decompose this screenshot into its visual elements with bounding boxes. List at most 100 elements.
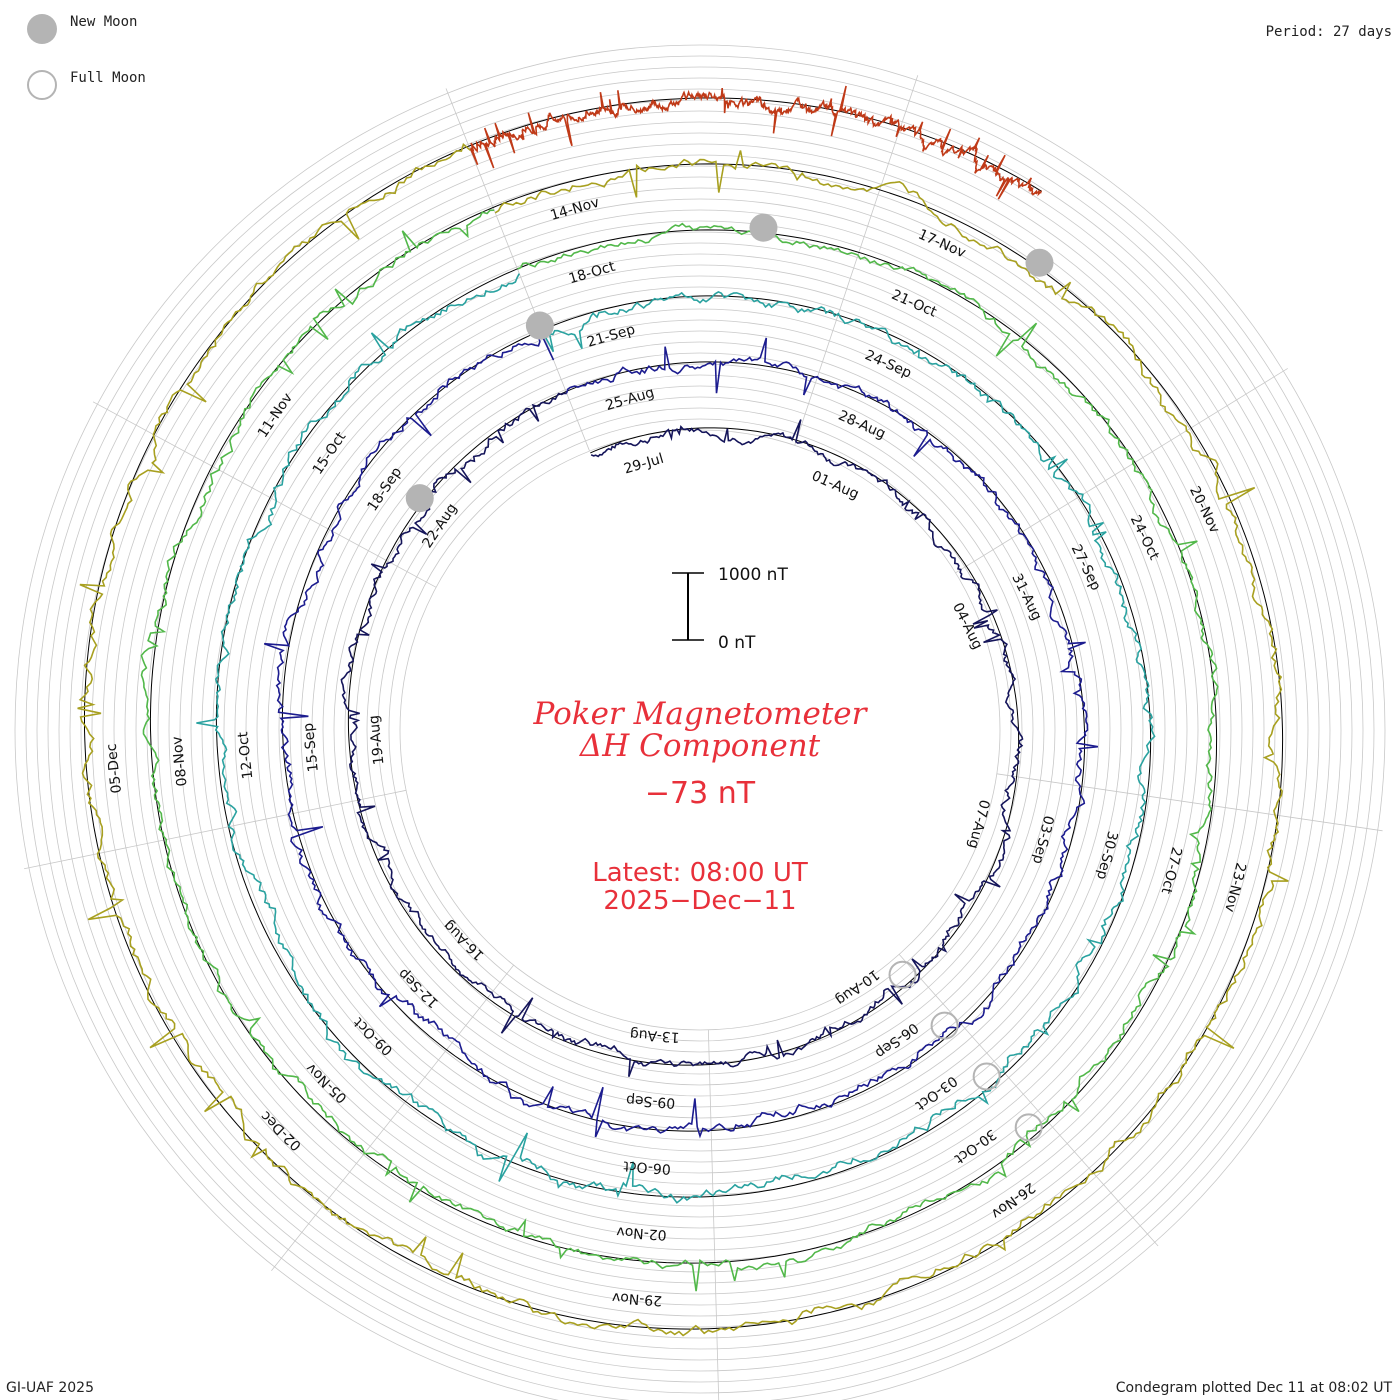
grid-ring [212,242,1188,1218]
date-label: 02-Nov [616,1223,667,1242]
date-label: 08-Nov [169,735,190,787]
grid-ring [234,264,1166,1196]
grid-ring [300,330,1100,1130]
trace-cycle-2 [263,315,1099,1139]
date-label: 18-Oct [567,259,618,288]
grid-ring [201,231,1199,1229]
date-label: 27-Sep [1068,542,1104,593]
new-moon-legend-icon [27,14,57,44]
trace-cycle-5 [77,143,1289,1337]
scale-min-label: 0 nT [718,633,756,653]
full-moon-marker [930,1011,959,1040]
moon-markers [405,213,1054,1142]
new-moon-marker [1025,248,1054,277]
date-label: 09-Sep [625,1091,675,1110]
spoke [92,401,437,588]
radial-spokes [24,75,1383,1400]
date-label: 17-Nov [916,226,968,261]
trace-cycle-6 [469,85,1042,200]
grid-ring [25,55,1375,1400]
grid-ring [14,44,1386,1400]
date-label: 18-Sep [365,464,406,514]
grid-ring [289,319,1111,1141]
full-moon-legend-label: Full Moon [70,70,146,86]
grid-ring [135,165,1265,1295]
grid-ring [113,143,1287,1317]
new-moon-marker [525,311,554,340]
scale-max-label: 1000 nT [718,565,788,585]
date-label: 25-Aug [604,385,656,414]
date-label: 24-Sep [862,347,914,382]
date-label: 15-Sep [301,722,322,773]
grid-ring [179,209,1221,1251]
grid-ring [36,66,1364,1394]
spoke [707,1029,720,1400]
baseline [84,97,1284,1330]
footer-plot-time: Condegram plotted Dec 11 at 08:02 UT [1115,1380,1392,1396]
date-label: 21-Oct [889,287,939,321]
grid-ring [256,286,1144,1174]
grid-ring [190,220,1210,1240]
grid-ring [146,176,1254,1284]
full-moon-marker [972,1062,1001,1091]
period-label: Period: 27 days [1265,24,1392,40]
date-label: 12-Sep [395,965,442,1011]
spoke [996,773,1383,832]
date-label: 29-Jul [622,451,665,478]
grid-ring [344,374,1056,1086]
spoke [271,964,514,1271]
grid-ring [388,418,1012,1042]
latest-time: Latest: 08:00 UT [592,858,808,888]
data-traces [77,85,1289,1337]
grid-ring [223,253,1177,1207]
date-label: 24-Oct [1127,513,1163,563]
baseline-spiral [84,97,1284,1330]
date-label: 05-Dec [104,743,125,794]
date-label: 13-Aug [629,1026,680,1045]
date-label: 06-Oct [622,1158,671,1177]
grid-ring [47,77,1353,1383]
grid-ring [102,132,1298,1328]
date-label: 21-Sep [585,322,637,351]
date-label: 14-Nov [549,195,602,224]
trace-cycle-1 [340,392,1024,1077]
date-label: 09-Oct [351,1014,397,1059]
full-moon-marker [1014,1113,1043,1142]
spoke [898,954,1159,1247]
trace-cycle-4 [140,209,1219,1292]
spoke [445,88,590,452]
date-label: 15-Oct [310,429,350,478]
grid-ring [377,407,1023,1053]
date-label: 29-Nov [612,1289,663,1308]
spoke [794,75,919,446]
trace-cycle-3 [196,273,1156,1204]
grid-ring [245,275,1155,1185]
footer-credit: GI-UAF 2025 [6,1380,94,1396]
grid-ring [278,308,1122,1152]
current-value: −73 nT [644,776,756,811]
spoke [955,368,1288,574]
date-label: 19-Aug [366,714,387,765]
date-label: 11-Nov [255,390,296,441]
date-label: 28-Aug [836,408,888,443]
latest-date: 2025−Dec−11 [603,886,797,916]
grid-ring [157,187,1243,1273]
date-label: 16-Aug [440,917,487,963]
date-label: 02-Dec [258,1108,305,1154]
new-moon-marker [405,484,434,513]
full-moon-legend-icon [27,70,57,100]
grid-ring [124,154,1276,1306]
grid-ring [267,297,1133,1163]
date-label: 12-Oct [235,730,256,779]
grid-ring [333,363,1067,1097]
full-moon-marker [888,960,917,989]
chart-subtitle: ΔH Component [579,728,821,764]
grid-ring [322,352,1078,1108]
chart-title: Poker Magnetometer [533,696,867,732]
new-moon-legend-label: New Moon [70,14,138,30]
grid-ring [80,110,1320,1350]
grid-ring [91,121,1309,1339]
spoke [24,789,407,870]
new-moon-marker [749,213,778,242]
